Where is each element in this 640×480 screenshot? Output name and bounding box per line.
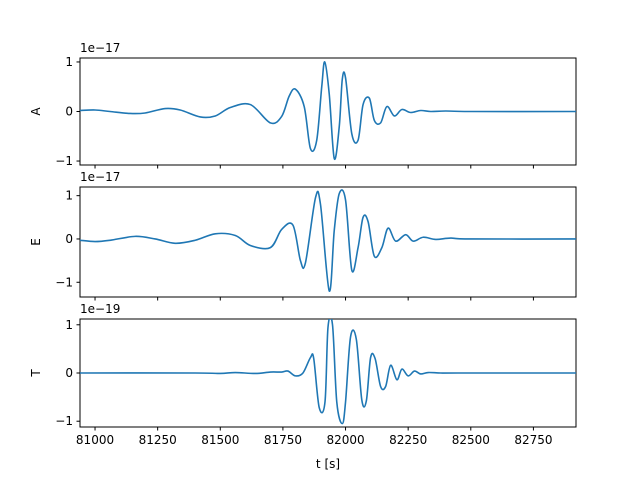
series-line-t <box>80 319 576 425</box>
y-tick-label-t: −1 <box>55 414 73 428</box>
series-line-e <box>80 189 576 292</box>
y-tick-label-e: −1 <box>55 275 73 289</box>
x-tick-label: 82500 <box>452 433 490 447</box>
y-tick-label-e: 1 <box>65 189 73 203</box>
x-tick-label: 81500 <box>201 433 239 447</box>
x-tick-label: 81250 <box>139 433 177 447</box>
x-tick-label: 81000 <box>76 433 114 447</box>
x-tick-label: 82250 <box>389 433 427 447</box>
y-tick-label-a: 1 <box>65 55 73 69</box>
y-tick-label-a: 0 <box>65 105 73 119</box>
offset-text-a: 1e−17 <box>80 41 120 55</box>
subplot-a: 1e−17 A −1 0 1 <box>29 41 577 169</box>
subplot-e: 1e−17 E −1 0 1 <box>29 170 577 301</box>
x-tick-label: 82000 <box>326 433 364 447</box>
y-tick-label-t: 0 <box>65 366 73 380</box>
subplot-t: 1e−19 T −1 0 1 81000 81250 81500 81750 82000 822… <box>29 302 577 447</box>
y-tick-label-a: −1 <box>55 154 73 168</box>
offset-text-t: 1e−19 <box>80 302 120 316</box>
y-axis-label-t: T <box>29 369 43 378</box>
x-tick-label: 82750 <box>514 433 552 447</box>
x-tick-label: 81750 <box>264 433 302 447</box>
axes-frame-e <box>79 186 577 298</box>
series-line-a <box>80 61 576 161</box>
y-tick-label-t: 1 <box>65 318 73 332</box>
x-axis-label: t [s] <box>316 457 340 471</box>
offset-text-e: 1e−17 <box>80 170 120 184</box>
y-axis-label-e: E <box>29 238 43 246</box>
y-axis-label-a: A <box>29 107 43 116</box>
y-tick-label-e: 0 <box>65 232 73 246</box>
